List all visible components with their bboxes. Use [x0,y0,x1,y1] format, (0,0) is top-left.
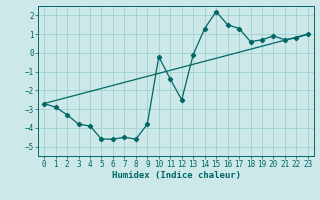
X-axis label: Humidex (Indice chaleur): Humidex (Indice chaleur) [111,171,241,180]
